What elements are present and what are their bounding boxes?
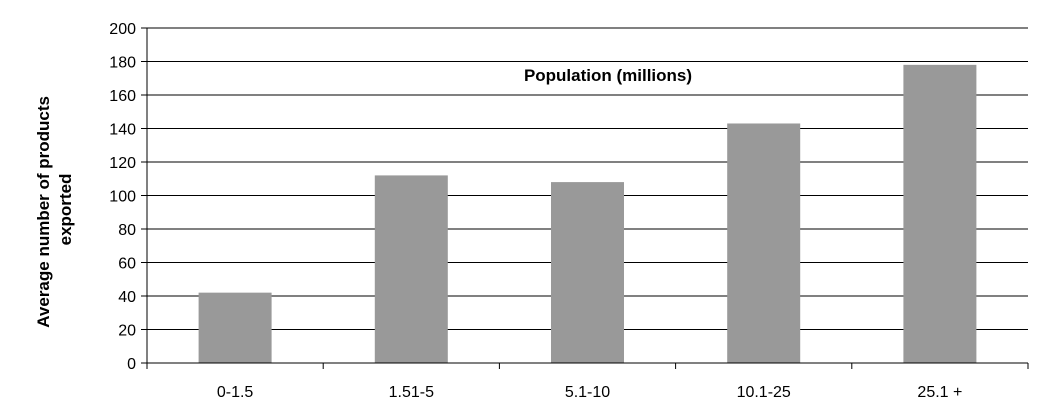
bar-1 xyxy=(198,292,272,363)
y-tick-label: 100 xyxy=(109,189,136,206)
y-tick-label: 0 xyxy=(127,356,136,373)
chart-title: Population (millions) xyxy=(524,66,692,85)
bar-2 xyxy=(374,175,448,363)
y-tick-label: 80 xyxy=(118,222,136,239)
x-tick-label: 10.1-25 xyxy=(737,384,791,400)
bar-5 xyxy=(903,64,977,363)
bar-3 xyxy=(551,182,624,363)
x-tick-label: 25.1 + xyxy=(917,384,962,400)
y-tick-label: 160 xyxy=(109,88,136,105)
y-tick-label: 40 xyxy=(118,289,136,306)
y-tick-label: 140 xyxy=(109,122,136,139)
bars xyxy=(198,64,977,363)
bar-4 xyxy=(727,123,801,363)
y-tick-label: 180 xyxy=(109,55,136,72)
y-tick-label: 20 xyxy=(118,323,136,340)
x-tick-label: 5.1-10 xyxy=(565,384,610,400)
y-axis-title: Average number of products exported xyxy=(34,91,75,327)
y-tick-label: 200 xyxy=(109,21,136,38)
y-axis-title-line-1: Average number of products xyxy=(34,96,53,328)
y-tick-labels: 0 20 40 60 80 100 120 140 160 180 200 xyxy=(109,21,136,373)
x-tick-label: 1.51-5 xyxy=(389,384,434,400)
y-tick-label: 120 xyxy=(109,155,136,172)
x-tick-label: 0-1.5 xyxy=(217,384,254,400)
axes xyxy=(141,27,1029,369)
x-tick-labels: 0-1.5 1.51-5 5.1-10 10.1-25 25.1 + xyxy=(217,384,963,400)
y-tick-label: 60 xyxy=(118,256,136,273)
y-axis-title-line-2: exported xyxy=(56,174,75,246)
